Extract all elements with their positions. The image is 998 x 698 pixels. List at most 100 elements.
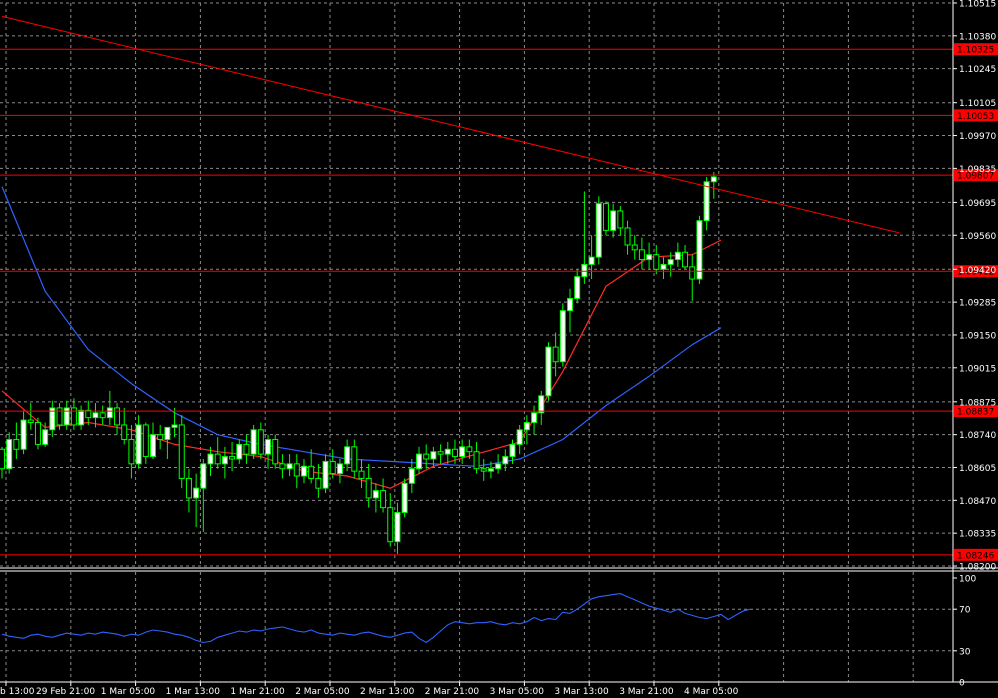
candle-body-bull (78, 409, 85, 426)
candle (423, 444, 430, 469)
candle (49, 400, 56, 438)
trendline[interactable] (1, 15, 900, 234)
candle (674, 242, 681, 267)
candle-body-bull (286, 463, 293, 470)
candle (387, 493, 394, 547)
candle (78, 405, 85, 430)
candles (0, 172, 717, 554)
candle (128, 424, 135, 479)
candle-body-bear (602, 203, 609, 231)
candle (351, 439, 358, 479)
candle (638, 237, 645, 270)
candle (380, 478, 387, 513)
candle-body-bear (157, 434, 164, 441)
y-tick-label: 1.08875 (959, 398, 996, 408)
osc-tick-label: 30 (959, 647, 971, 657)
candle (193, 473, 200, 528)
candle-body-bull (63, 407, 70, 426)
candle-body-bear (451, 448, 458, 458)
candle-body-bull (106, 407, 113, 419)
x-tick-label: 1 Mar 05:00 (101, 687, 156, 697)
candle-body-bull (49, 407, 56, 431)
candle-body-bear (480, 468, 487, 472)
candle-body-bear (437, 451, 444, 455)
candle-body-bull (588, 256, 595, 265)
candle (34, 417, 41, 450)
candle (13, 422, 20, 459)
price-level-label: 1.08837 (957, 408, 994, 418)
candle-body-bull (531, 412, 538, 424)
candle (682, 244, 689, 270)
candle-body-bull (336, 463, 343, 475)
price-level-label: 1.10325 (957, 46, 994, 56)
candle (178, 415, 185, 489)
candle-body-bear (365, 477, 372, 499)
candle (236, 439, 243, 464)
candle-body-bull (408, 468, 415, 484)
candle-body-bear (689, 266, 696, 280)
candle-body-bear (229, 456, 236, 460)
price-level-label: 1.09807 (957, 172, 994, 182)
candle (473, 441, 480, 474)
candle (344, 439, 351, 472)
candle (495, 454, 502, 474)
candle (451, 439, 458, 464)
candle (336, 458, 343, 484)
candle (538, 390, 545, 425)
candle-body-bull (149, 434, 156, 458)
candle (667, 252, 674, 277)
y-tick-label: 1.10515 (959, 0, 996, 10)
candle-body-bear (351, 446, 358, 472)
candle-body-bull (610, 210, 617, 231)
candle (99, 405, 106, 425)
candle-body-bear (279, 463, 286, 470)
candle-body-bull (545, 346, 552, 397)
y-tick-label: 1.09560 (959, 232, 996, 242)
candle (408, 458, 415, 494)
candle (308, 449, 315, 484)
candle-body-bear (466, 446, 473, 453)
candle-body-bull (164, 426, 171, 441)
candle (617, 206, 624, 236)
candle-body-bull (523, 422, 530, 431)
candle-body-bull (574, 276, 581, 299)
candle (185, 468, 192, 513)
y-tick-label: 1.09420 (959, 266, 996, 276)
price-levels[interactable]: 1.10325 1.10053 1.09807 1.09412 1.08837 1.082… (0, 15, 998, 561)
candle-body-bull (502, 456, 509, 465)
candle-body-bear (552, 346, 559, 363)
candle (502, 449, 509, 472)
x-tick-label: 1 Mar 13:00 (166, 687, 221, 697)
y-tick-label: 1.10245 (959, 65, 996, 75)
candle-body-bear (617, 210, 624, 229)
candle (257, 422, 264, 459)
candle-body-bear (293, 463, 300, 477)
candle-body-bear (114, 407, 121, 426)
candle-body-bull (667, 259, 674, 265)
candle (142, 422, 149, 464)
candle (624, 220, 631, 255)
candle-body-bull (20, 419, 27, 450)
y-tick-label: 1.09835 (959, 165, 996, 175)
price-level-label: 1.09412 (957, 268, 994, 278)
candle (265, 434, 272, 469)
candle (581, 191, 588, 284)
candle-body-bull (250, 429, 257, 455)
candle-body-bear (70, 407, 77, 426)
candle (552, 332, 559, 377)
candle-body-bear (185, 477, 192, 499)
candle-body-bear (315, 477, 322, 489)
candle-body-bull (171, 424, 178, 428)
candle-body-bull (674, 251, 681, 261)
price-level-tag (954, 265, 998, 278)
x-tick-label: 3 Mar 21:00 (619, 687, 674, 697)
candle (149, 422, 156, 459)
candle (595, 196, 602, 265)
price-level-tag (954, 43, 998, 56)
candle-body-bear (682, 251, 689, 268)
candle (444, 441, 451, 464)
x-tick-label: 3 Mar 13:00 (554, 687, 609, 697)
price-level-tag (954, 548, 998, 561)
